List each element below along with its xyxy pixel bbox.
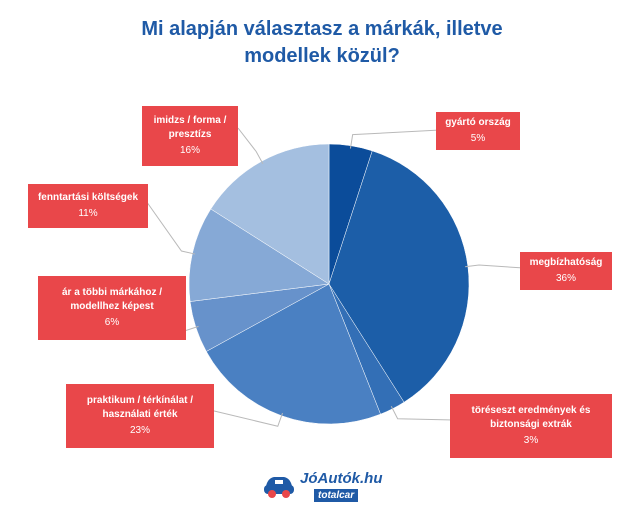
slice-category-label: imidzs / forma / presztízs [153,115,227,140]
car-logo-icon [264,477,294,498]
leader-line [143,197,196,255]
slice-label: praktikum / térkínálat / használati érté… [66,384,214,448]
slice-category-label: praktikum / térkínálat / használati érté… [86,395,194,420]
slice-percent-label: 16% [179,145,200,156]
slice-category-label: gyártó ország [445,117,511,128]
leader-line [209,409,283,427]
slice-percent-label: 5% [470,133,486,144]
slice-percent-label: 6% [104,317,120,328]
logo-sub-text: totalcar [314,489,359,502]
slice-label: töréseszt eredmények és biztonsági extrá… [450,394,612,458]
slice-label: megbízhatóság 36% [520,252,612,290]
slice-percent-label: 36% [555,273,576,284]
slice-percent-label: 3% [523,435,539,446]
slice-percent-label: 11% [78,208,98,219]
slice-label: gyártó ország 5% [436,112,520,150]
slice-percent-label: 23% [129,425,150,436]
chart-title-line-1: Mi alapján választasz a márkák, illetve [141,18,503,40]
slice-category-label: töréseszt eredmények és biztonsági extrá… [471,405,591,430]
slice-category-label: fenntartási költségek [37,192,139,203]
slice-label: ár a többi márkához / modellhez képest 6% [38,276,186,340]
leader-line [390,406,455,421]
joautok-logo: JóAutók.hu totalcar [262,470,392,506]
leader-line [465,264,525,269]
slice-category-label: ár a többi márkához / modellhez képest [61,287,163,312]
slice-label: imidzs / forma / presztízs 16% [142,106,238,166]
slice-label: fenntartási költségek 11% [28,184,148,228]
chart-title: Mi alapján választasz a márkák, illetve … [0,16,644,70]
chart-title-line-2: modellek közül? [244,45,400,67]
logo-brand-text: JóAutók.hu [300,470,383,487]
slice-category-label: megbízhatóság [529,257,603,268]
leader-line [237,127,264,165]
